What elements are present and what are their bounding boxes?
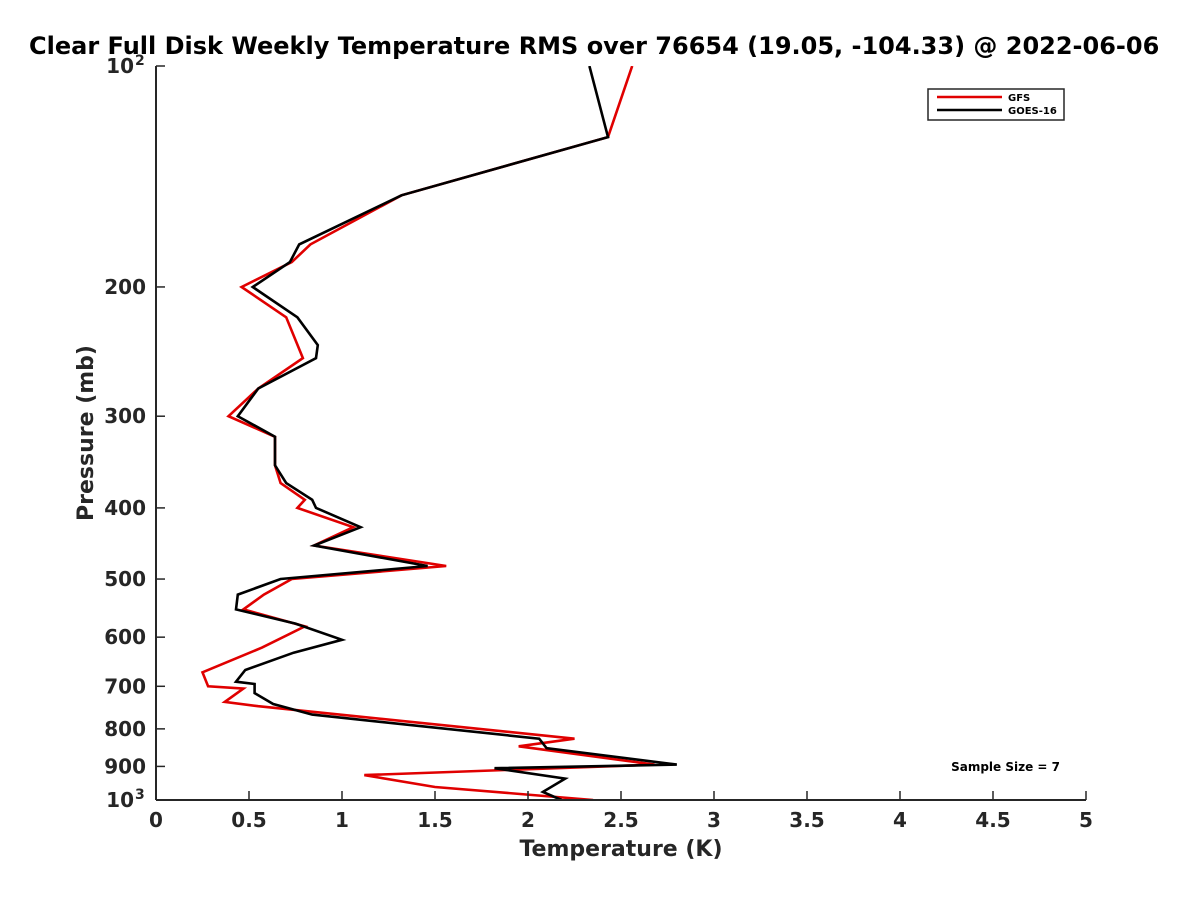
y-tick-label: 500: [104, 567, 146, 591]
legend-label-goes16: GOES-16: [1008, 106, 1057, 117]
x-tick-label: 3.5: [789, 808, 824, 832]
y-tick-label: 10: [106, 788, 134, 812]
y-tick-label: 200: [104, 275, 146, 299]
x-tick-label: 5: [1079, 808, 1093, 832]
x-axis-label: Temperature (K): [519, 837, 722, 862]
legend-label-gfs: GFS: [1008, 93, 1030, 104]
chart-title: Clear Full Disk Weekly Temperature RMS o…: [29, 32, 1159, 60]
y-axis-label: Pressure (mb): [74, 345, 99, 521]
x-tick-label: 0.5: [231, 808, 266, 832]
plot-axes: [155, 66, 1086, 801]
series-line-goes-16: [233, 66, 677, 800]
series-line-gfs: [200, 66, 655, 800]
y-tick-label: 900: [104, 754, 146, 778]
x-tick-label: 1: [335, 808, 349, 832]
legend-box: [927, 88, 1065, 121]
x-tick-label: 2: [521, 808, 535, 832]
x-tick-label: 4: [893, 808, 907, 832]
x-ticks: 0 0.5 1 1.5 2 2.5 3 3.5 4 4.5 5: [149, 791, 1093, 832]
y-tick-label: 800: [104, 717, 146, 741]
y-tick-label: 10: [106, 54, 134, 78]
y-tick-exponent: 3: [135, 787, 145, 803]
x-tick-label: 0: [149, 808, 163, 832]
y-tick-label: 300: [104, 404, 146, 428]
sample-size-note: Sample Size = 7: [951, 760, 1060, 774]
y-tick-label: 600: [104, 625, 146, 649]
y-tick-label: 400: [104, 496, 146, 520]
series-layer: [200, 66, 677, 800]
x-tick-label: 4.5: [975, 808, 1010, 832]
x-tick-label: 3: [707, 808, 721, 832]
x-tick-label: 2.5: [603, 808, 638, 832]
y-tick-exponent: 2: [135, 53, 145, 69]
y-tick-label: 700: [104, 674, 146, 698]
legend: GFS GOES-16: [927, 88, 1065, 121]
x-tick-label: 1.5: [417, 808, 452, 832]
